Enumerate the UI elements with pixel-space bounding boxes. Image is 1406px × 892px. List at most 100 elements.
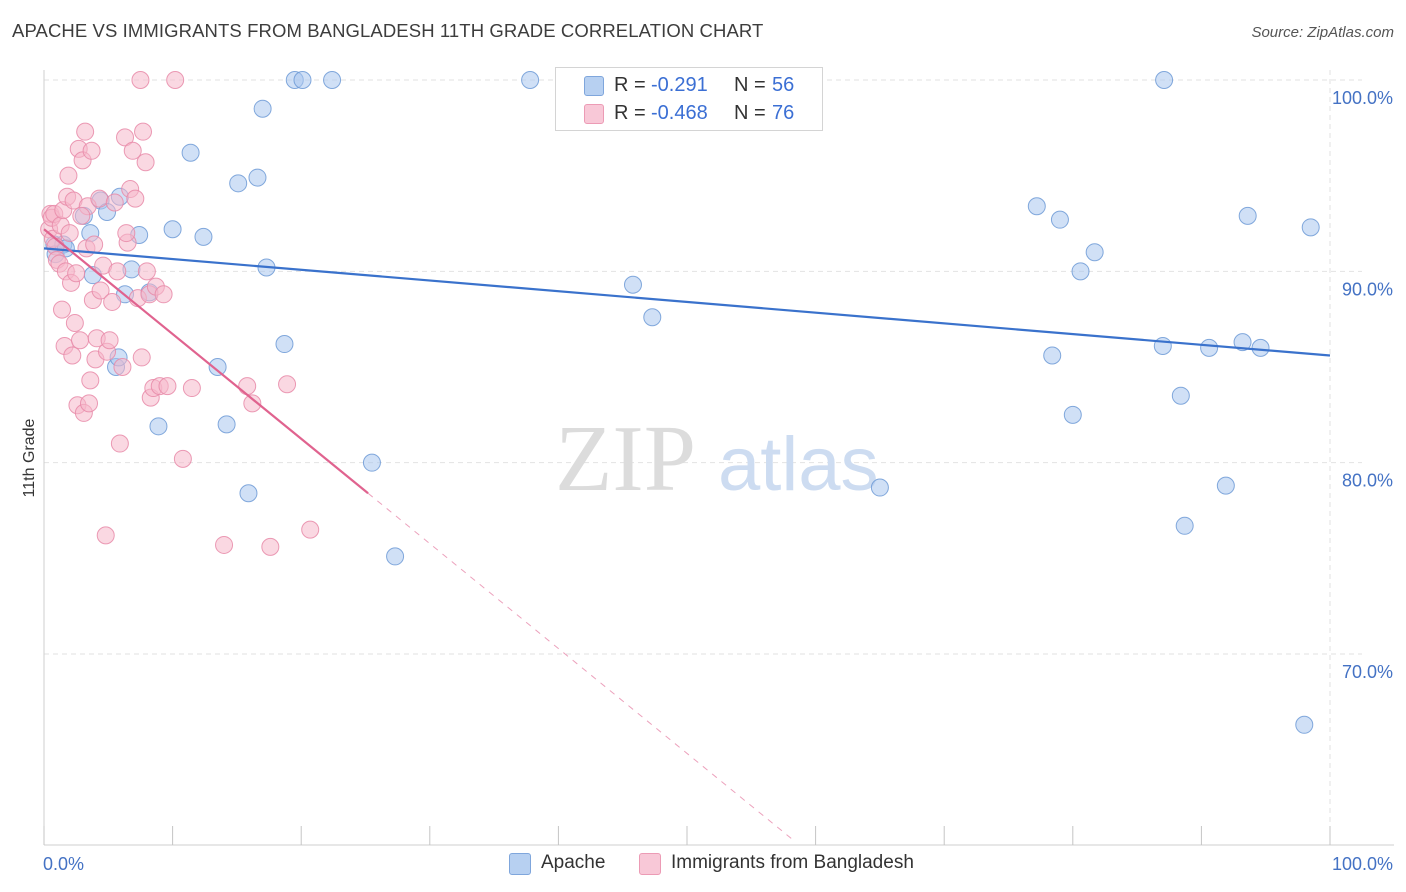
n-value: 56 — [772, 74, 795, 96]
bangladesh-point — [59, 166, 78, 185]
r-value: -0.468 — [651, 102, 708, 124]
bangladesh-point — [81, 371, 100, 390]
tick-labels: 70.0% 80.0% 90.0% 100.0% 0.0% 100.0% — [43, 88, 1393, 874]
bangladesh-point — [110, 434, 129, 453]
apache-point — [1043, 346, 1062, 365]
apache-swatch — [584, 76, 604, 96]
apache-point — [239, 484, 258, 503]
data-points — [40, 71, 1320, 734]
apache-point — [623, 275, 642, 294]
r-value: -0.291 — [651, 74, 708, 96]
apache-point — [181, 143, 200, 162]
bangladesh-point — [123, 141, 142, 160]
bangladesh-point — [85, 235, 104, 254]
bangladesh-point — [103, 292, 122, 311]
bangladesh-trend-line — [43, 228, 369, 495]
y-tick-label: 80.0% — [1342, 471, 1393, 491]
trend-lines — [43, 228, 1331, 842]
apache-point — [1155, 71, 1174, 89]
chart-title: APACHE VS IMMIGRANTS FROM BANGLADESH 11T… — [12, 20, 764, 41]
apache-point — [163, 220, 182, 239]
bangladesh-point — [116, 128, 135, 147]
y-tick-label: 70.0% — [1342, 662, 1393, 682]
legend-label-bangladesh: Immigrants from Bangladesh — [671, 852, 914, 873]
bangladesh-point — [65, 313, 84, 332]
bangladesh-point — [67, 264, 86, 283]
apache-point — [1251, 338, 1270, 357]
apache-point — [1295, 715, 1314, 734]
apache-point — [1085, 243, 1104, 262]
bangladesh-point — [100, 331, 119, 350]
apache-swatch — [509, 853, 531, 875]
bangladesh-point — [131, 71, 150, 89]
x-tick-label: 100.0% — [1332, 854, 1393, 874]
watermark-zip: ZIP — [555, 407, 696, 511]
apache-point — [217, 415, 236, 434]
bangladesh-point — [238, 377, 257, 396]
bangladesh-point — [72, 206, 91, 225]
apache-trend-line — [43, 247, 1331, 357]
n-label: N = — [734, 102, 766, 124]
bangladesh-point — [126, 189, 145, 208]
apache-point — [1063, 405, 1082, 424]
bangladesh-point — [76, 122, 95, 141]
bangladesh-point — [215, 535, 234, 554]
axes — [43, 70, 1394, 846]
bangladesh-point — [117, 224, 136, 243]
bangladesh-point — [96, 526, 115, 545]
apache-point — [1027, 197, 1046, 216]
apache-point — [362, 453, 381, 472]
bangladesh-point — [53, 300, 72, 319]
bangladesh-point — [134, 122, 153, 141]
apache-point — [1200, 338, 1219, 357]
y-axis-label: 11th Grade — [21, 418, 38, 497]
bangladesh-point — [60, 224, 79, 243]
apache-point — [1050, 210, 1069, 229]
source-label: Source: ZipAtlas.com — [1251, 24, 1394, 41]
r-label: R = — [614, 102, 646, 124]
bangladesh-point — [90, 189, 109, 208]
n-label: N = — [734, 74, 766, 96]
apache-point — [1171, 386, 1190, 405]
bangladesh-point — [158, 377, 177, 396]
watermark: ZIP atlas — [555, 407, 879, 511]
apache-point — [1216, 476, 1235, 495]
bangladesh-point — [182, 379, 201, 398]
apache-point — [1175, 516, 1194, 535]
apache-point — [1233, 333, 1252, 352]
apache-point — [275, 335, 294, 354]
bangladesh-point — [137, 262, 156, 281]
x-tick-label: 0.0% — [43, 854, 84, 874]
apache-point — [643, 308, 662, 327]
apache-point — [293, 71, 312, 89]
apache-point — [521, 71, 540, 89]
y-tick-label: 90.0% — [1342, 279, 1393, 299]
apache-point — [870, 478, 889, 497]
apache-point — [229, 174, 248, 193]
bangladesh-point — [261, 537, 280, 556]
bangladesh-point — [80, 394, 99, 413]
bangladesh-point — [243, 394, 262, 413]
apache-point — [149, 417, 168, 436]
bangladesh-point — [63, 346, 82, 365]
r-label: R = — [614, 74, 646, 96]
bangladesh-point — [132, 348, 151, 367]
y-tick-label: 100.0% — [1332, 88, 1393, 108]
watermark-atlas: atlas — [718, 422, 879, 507]
apache-point — [1238, 206, 1257, 225]
bangladesh-point — [113, 358, 132, 376]
apache-point — [194, 227, 213, 246]
n-value: 76 — [772, 102, 795, 124]
bangladesh-point — [91, 281, 110, 300]
bangladesh-point — [301, 520, 320, 539]
bangladesh-point — [71, 331, 90, 350]
apache-point — [208, 358, 227, 376]
bangladesh-point — [105, 193, 124, 212]
apache-point — [386, 547, 405, 566]
bangladesh-point — [166, 71, 185, 89]
apache-point — [1071, 262, 1090, 281]
apache-point — [1301, 218, 1320, 237]
bangladesh-trend-extrapolated — [367, 492, 796, 842]
legend-label-apache: Apache — [541, 852, 606, 873]
